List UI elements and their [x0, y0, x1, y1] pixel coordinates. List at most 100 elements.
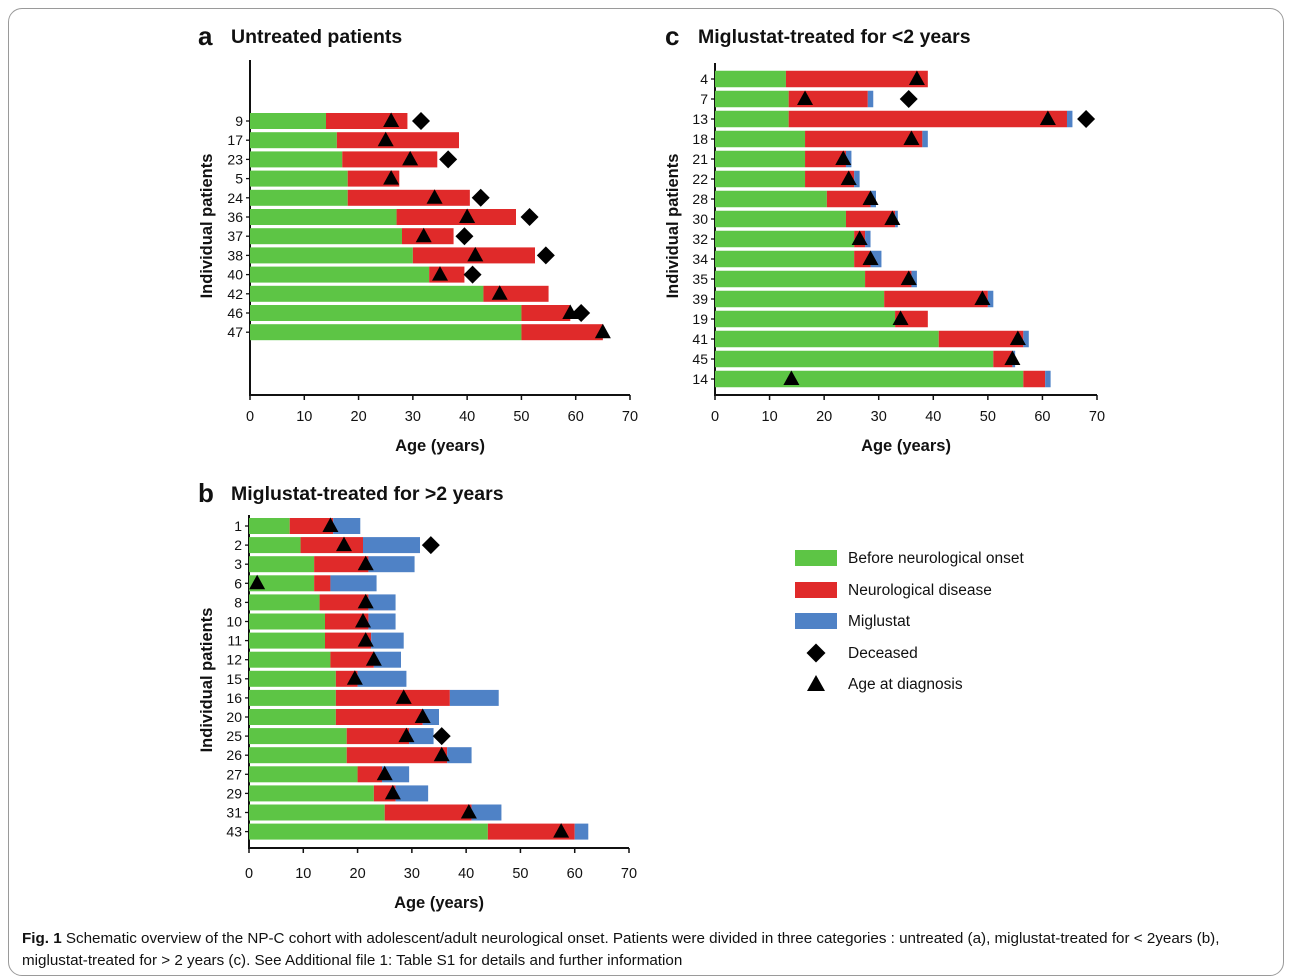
- bar-miglustat: [395, 785, 429, 802]
- panel-a-untreated: a Untreated patients 0 10 20 30 40 50 60 70 Age (y…: [198, 21, 638, 455]
- x-tick-label: 70: [621, 866, 637, 882]
- y-tick-label: 29: [226, 785, 242, 801]
- bar-neurological-disease: [521, 305, 571, 321]
- bar-neurological-disease: [336, 132, 459, 149]
- diagnosis-marker: [322, 517, 339, 532]
- y-tick-label: 18: [692, 131, 708, 147]
- x-tick-label: 60: [568, 409, 584, 425]
- legend-miglustat-swatch: [795, 613, 837, 629]
- bar-neurological-disease: [289, 518, 334, 534]
- deceased-marker: [463, 265, 482, 284]
- x-tick-label: 50: [513, 409, 529, 425]
- bar-neurological-disease: [330, 651, 374, 668]
- y-tick-label: 38: [227, 247, 243, 263]
- bar-neurological-disease: [300, 537, 363, 554]
- diagnosis-marker: [398, 727, 415, 743]
- x-tick-label: 10: [295, 866, 311, 882]
- x-tick-label: 20: [351, 409, 367, 425]
- diagnosis-marker: [862, 190, 879, 205]
- y-tick-label: 21: [692, 151, 708, 167]
- bar-miglustat: [371, 632, 404, 649]
- bar-neurological-disease: [342, 151, 438, 168]
- x-tick-label: 40: [458, 866, 474, 882]
- bar-before-onset: [715, 370, 1024, 388]
- bar-before-onset: [250, 113, 326, 129]
- x-tick-label: 70: [622, 409, 638, 425]
- bar-neurological-disease: [884, 290, 988, 308]
- y-tick-label: 40: [227, 267, 243, 283]
- y-tick-label: 10: [226, 614, 242, 630]
- bar-miglustat: [471, 804, 502, 821]
- bar-before-onset: [250, 305, 522, 321]
- x-tick-label: 0: [711, 409, 719, 425]
- bar-before-onset: [249, 689, 336, 706]
- legend-age-at-diagnosis-label: Age at diagnosis: [848, 676, 963, 693]
- bar-before-onset: [250, 132, 337, 149]
- diagnosis-marker: [395, 689, 412, 704]
- bar-before-onset: [715, 130, 806, 148]
- diagnosis-marker: [974, 290, 991, 305]
- diagnosis-marker: [357, 555, 374, 571]
- diagnosis-marker: [357, 632, 374, 647]
- legend-before-onset-swatch: [795, 550, 837, 566]
- diagnosis-marker: [783, 370, 800, 385]
- y-tick-label: 26: [226, 747, 242, 763]
- x-tick-label: 20: [816, 409, 832, 425]
- bar-before-onset: [250, 285, 484, 302]
- y-tick-label: 27: [226, 766, 242, 782]
- bar-miglustat: [409, 728, 434, 745]
- y-tick-label: 24: [227, 190, 243, 206]
- x-axis-label: Age (years): [394, 894, 484, 912]
- y-tick-label: 8: [234, 594, 242, 610]
- figure-frame: [8, 8, 1284, 976]
- diagnosis-marker: [377, 131, 394, 147]
- diagnosis-marker: [1009, 330, 1026, 345]
- diagnosis-marker: [459, 208, 476, 223]
- y-tick-label: 42: [227, 286, 243, 302]
- y-tick-label: 19: [692, 311, 708, 327]
- bar-before-onset: [250, 209, 397, 225]
- bar-neurological-disease: [314, 556, 369, 573]
- bar-miglustat: [911, 270, 917, 288]
- diagnosis-marker: [384, 784, 401, 800]
- bar-before-onset: [249, 651, 331, 668]
- y-tick-label: 11: [227, 633, 242, 649]
- bar-neurological-disease: [357, 766, 382, 783]
- x-tick-label: 10: [762, 409, 778, 425]
- y-tick-label: 5: [235, 171, 243, 187]
- diagnosis-marker: [900, 270, 917, 285]
- bar-miglustat: [363, 537, 420, 554]
- bar-before-onset: [715, 110, 789, 128]
- bar-before-onset: [249, 823, 488, 840]
- y-tick-label: 25: [226, 728, 242, 744]
- bar-neurological-disease: [938, 330, 1024, 348]
- bar-neurological-disease: [785, 70, 928, 88]
- panel-letter: c: [665, 21, 679, 51]
- x-tick-label: 0: [246, 409, 254, 425]
- bar-miglustat: [368, 613, 396, 630]
- bar-before-onset: [715, 190, 827, 208]
- y-tick-label: 34: [692, 251, 708, 267]
- bar-before-onset: [715, 90, 789, 108]
- diagnosis-marker: [892, 310, 909, 325]
- y-tick-label: 6: [234, 575, 242, 591]
- bar-miglustat: [357, 670, 407, 687]
- diagnosis-marker: [415, 227, 432, 243]
- y-tick-label: 16: [226, 690, 242, 706]
- deceased-marker: [421, 536, 440, 555]
- panel-letter: b: [198, 478, 214, 508]
- y-tick-label: 39: [692, 291, 708, 307]
- legend-neurological-disease-label: Neurological disease: [848, 582, 992, 599]
- diagnosis-marker: [467, 246, 484, 262]
- y-axis-label: Individual patients: [198, 154, 216, 299]
- deceased-marker: [412, 112, 430, 130]
- bar-miglustat: [922, 130, 928, 148]
- x-tick-label: 20: [350, 866, 366, 882]
- bar-before-onset: [249, 785, 374, 802]
- y-tick-label: 45: [692, 351, 708, 367]
- diagnosis-marker: [432, 266, 448, 281]
- diagnosis-marker: [426, 189, 443, 204]
- bar-before-onset: [715, 210, 846, 228]
- bar-neurological-disease: [521, 324, 603, 341]
